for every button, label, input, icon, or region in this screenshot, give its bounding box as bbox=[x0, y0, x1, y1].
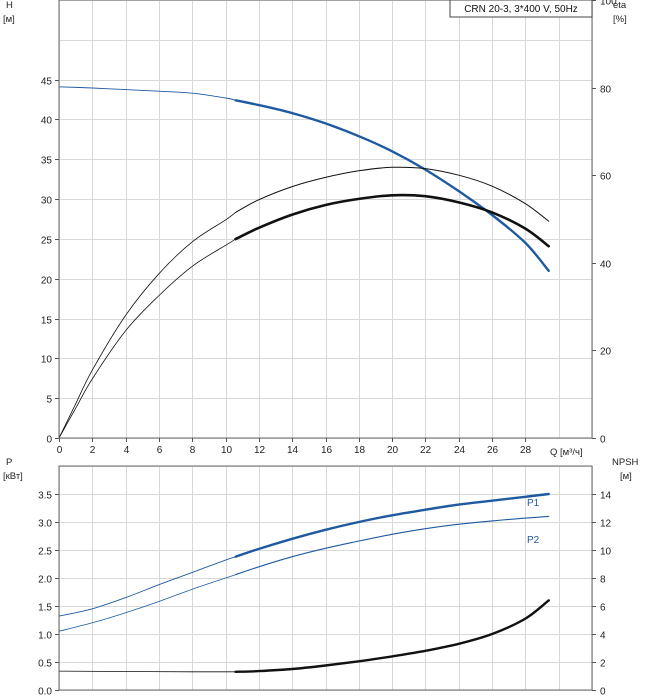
top-right-tick-label: 80 bbox=[600, 85, 612, 96]
top-series-1-operating bbox=[235, 166, 550, 222]
top-left-tick-label: 30 bbox=[41, 196, 53, 207]
bottom-left-axis-unit: [кВт] bbox=[3, 471, 23, 482]
top-left-tick-label: 15 bbox=[41, 316, 53, 327]
x-tick-label: 8 bbox=[190, 445, 196, 456]
top-chart-series bbox=[58, 86, 550, 439]
bottom-series-2-extended bbox=[58, 670, 236, 673]
top-right-tick-label: 60 bbox=[600, 172, 612, 183]
x-tick-label: 26 bbox=[487, 445, 499, 456]
bottom-right-tick-label: 12 bbox=[600, 519, 612, 530]
x-tick-label: 12 bbox=[254, 445, 266, 456]
top-chart-gridlines bbox=[59, 0, 593, 439]
bottom-left-tick-label: 2.5 bbox=[38, 547, 52, 558]
top-left-tick-label: 45 bbox=[41, 77, 53, 88]
bottom-right-tick-label: 14 bbox=[600, 491, 612, 502]
top-right-tick-label: 0 bbox=[600, 435, 606, 446]
top-left-axis-name: H bbox=[6, 0, 13, 11]
x-axis-label: Q [м³/ч] bbox=[550, 447, 583, 458]
x-tick-label: 24 bbox=[454, 445, 466, 456]
bottom-left-tick-label: 3.0 bbox=[38, 519, 52, 530]
bottom-left-tick-label: 0.0 bbox=[38, 687, 52, 698]
top-right-tick-label: 40 bbox=[600, 260, 612, 271]
x-tick-label: 4 bbox=[124, 445, 130, 456]
bottom-series-p2-operating bbox=[235, 515, 550, 576]
bottom-left-axis-name: P bbox=[6, 457, 12, 468]
series-label-p2: P2 bbox=[527, 535, 540, 546]
top-left-tick-label: 25 bbox=[41, 236, 53, 247]
bottom-right-tick-label: 0 bbox=[600, 687, 606, 698]
top-series-0-extended bbox=[58, 86, 237, 101]
x-tick-label: 22 bbox=[420, 445, 432, 456]
top-left-tick-label: 40 bbox=[41, 116, 53, 127]
chart-title: CRN 20-3, 3*400 V, 50Hz bbox=[464, 4, 578, 15]
series-label-p1: P1 bbox=[527, 498, 540, 509]
top-left-tick-label: 35 bbox=[41, 156, 53, 167]
top-right-axis-unit: [%] bbox=[613, 14, 627, 25]
top-left-tick-label: 20 bbox=[41, 276, 53, 287]
top-plot-frame bbox=[58, 0, 593, 439]
x-tick-label: 16 bbox=[321, 445, 333, 456]
top-series-2-operating bbox=[234, 193, 550, 248]
bottom-right-tick-label: 8 bbox=[600, 575, 606, 586]
bottom-right-tick-label: 4 bbox=[600, 631, 606, 642]
x-tick-label: 14 bbox=[287, 445, 299, 456]
bottom-series-p1-extended bbox=[58, 556, 237, 617]
bottom-chart-ticks: 0.0 0.5 1.0 1.5 2.0 2.5 3.0 3.5 0 2 4 6 8 10 12 14 bbox=[38, 491, 611, 698]
x-tick-label: 2 bbox=[90, 445, 96, 456]
x-tick-label: 0 bbox=[57, 445, 63, 456]
bottom-left-tick-label: 1.0 bbox=[38, 631, 52, 642]
bottom-left-tick-label: 2.0 bbox=[38, 575, 52, 586]
bottom-chart-series bbox=[58, 492, 550, 673]
top-series-1-extended bbox=[58, 212, 236, 439]
top-right-tick-label: 100 bbox=[600, 0, 617, 8]
bottom-right-tick-label: 6 bbox=[600, 603, 606, 614]
x-tick-label: 10 bbox=[221, 445, 233, 456]
bottom-left-tick-label: 1.5 bbox=[38, 603, 52, 614]
x-tick-label: 28 bbox=[520, 445, 532, 456]
bottom-right-tick-label: 10 bbox=[600, 547, 612, 558]
x-tick-label: 20 bbox=[387, 445, 399, 456]
top-left-tick-label: 0 bbox=[46, 435, 52, 446]
top-series-2-extended bbox=[58, 238, 236, 439]
top-series-0-operating bbox=[234, 99, 550, 272]
bottom-left-tick-label: 3.5 bbox=[38, 491, 52, 502]
x-tick-label: 18 bbox=[354, 445, 366, 456]
bottom-right-tick-label: 2 bbox=[600, 659, 606, 670]
bottom-right-axis-name: NPSH bbox=[612, 457, 639, 468]
bottom-series-2-operating bbox=[234, 599, 550, 673]
top-left-tick-label: 5 bbox=[46, 395, 52, 406]
title-box bbox=[449, 0, 593, 18]
bottom-series-p1-operating bbox=[234, 492, 550, 558]
bottom-series-p2-extended bbox=[58, 574, 236, 632]
top-right-axis-name: eta bbox=[613, 0, 627, 11]
bottom-chart-gridlines bbox=[59, 466, 593, 691]
top-right-tick-label: 20 bbox=[600, 347, 612, 358]
top-left-tick-label: 10 bbox=[41, 355, 53, 366]
x-tick-label: 6 bbox=[157, 445, 163, 456]
bottom-left-tick-label: 0.5 bbox=[38, 659, 52, 670]
top-left-axis-unit: [м] bbox=[3, 14, 15, 25]
bottom-right-axis-unit: [м] bbox=[620, 471, 632, 482]
